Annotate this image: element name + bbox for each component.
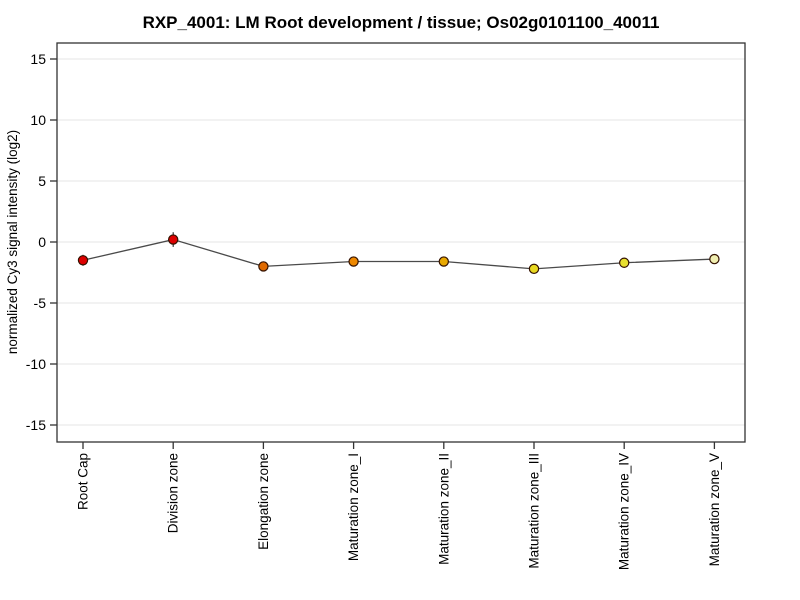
data-point [348, 256, 359, 267]
y-tick-label: 10 [30, 112, 46, 128]
y-axis-label: normalized Cy3 signal intensity (log2) [5, 130, 20, 354]
y-tick-label: 15 [30, 51, 46, 67]
y-tick-label: 0 [38, 234, 46, 250]
x-tick-label: Maturation zone_I [346, 453, 361, 561]
x-tick-label: Maturation zone_V [707, 453, 722, 566]
data-point [709, 253, 720, 265]
axis-tick-labels-layer: 15 10 5 0 -5 -10 -15 Root Cap Division zone Elong… [26, 51, 722, 570]
chart-title: RXP_4001: LM Root development / tissue; … [143, 13, 660, 32]
x-tick-label: Maturation zone_III [527, 453, 542, 569]
plot-border [56, 42, 746, 443]
y-tick-label: -10 [26, 356, 46, 372]
series-layer [77, 232, 720, 275]
y-tick-label: -5 [34, 295, 47, 311]
y-tick-label: -15 [26, 417, 46, 433]
data-point [258, 261, 269, 272]
y-tick-label: 5 [38, 173, 46, 189]
data-point [619, 257, 630, 268]
x-tick-label: Root Cap [76, 453, 91, 510]
data-point [438, 256, 449, 267]
axis-ticks-layer [50, 58, 716, 449]
x-tick-label: Maturation zone_II [436, 453, 451, 565]
x-tick-label: Maturation zone_IV [617, 453, 632, 570]
series-line [82, 238, 715, 270]
data-point [167, 234, 179, 245]
x-tick-label: Division zone [166, 453, 181, 533]
data-point [77, 255, 89, 266]
data-point [528, 263, 540, 275]
x-tick-label: Elongation zone [256, 453, 271, 550]
